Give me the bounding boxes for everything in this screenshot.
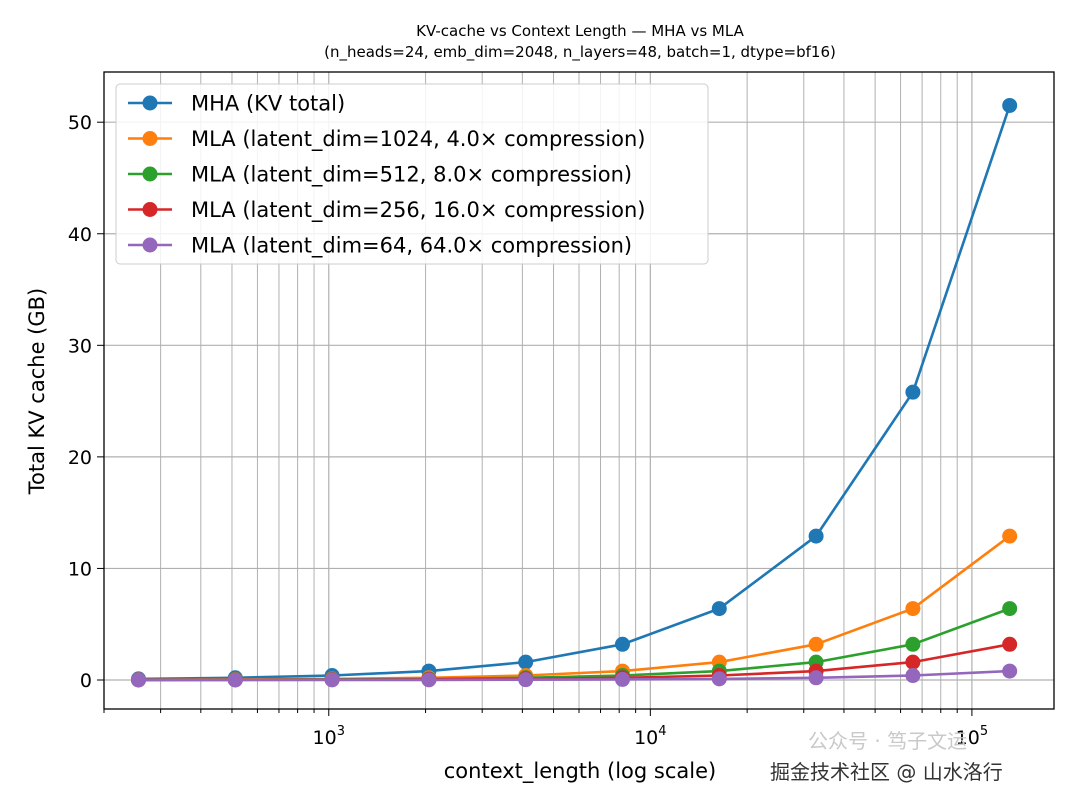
legend: MHA (KV total) MLA (latent_dim=1024, 4.0×…	[115, 83, 709, 265]
y-axis-label: Total KV cache (GB)	[25, 288, 49, 495]
legend-label: MHA (KV total)	[191, 92, 345, 116]
data-point	[808, 528, 824, 544]
y-tick-label: 30	[68, 335, 92, 357]
chart-title: KV-cache vs Context Length — MHA vs MLA	[416, 22, 744, 40]
data-point	[905, 654, 921, 670]
y-tick-label: 40	[68, 224, 92, 246]
series-line	[138, 669, 1010, 682]
series-layer	[130, 97, 1018, 688]
legend-label: MLA (latent_dim=64, 64.0× compression)	[191, 234, 632, 259]
data-point	[614, 671, 630, 687]
data-point	[808, 636, 824, 652]
data-point	[1002, 97, 1018, 113]
chart-subtitle: (n_heads=24, emb_dim=2048, n_layers=48, …	[324, 43, 836, 62]
y-tick-label: 50	[68, 112, 92, 134]
y-tick-label: 10	[68, 558, 92, 580]
legend-marker	[142, 131, 158, 146]
data-point	[905, 384, 921, 400]
data-point	[227, 672, 243, 688]
data-point	[1002, 663, 1018, 679]
data-point	[1002, 601, 1018, 617]
data-point	[1002, 636, 1018, 652]
data-point	[614, 636, 630, 652]
x-axis-label: context_length (log scale)	[444, 759, 716, 784]
data-point	[711, 601, 727, 617]
data-point	[324, 672, 340, 688]
watermark: 公众号 · 笃子文运 掘金技术社区 @ 山水洛行	[770, 729, 1003, 784]
data-point	[905, 601, 921, 617]
legend-box	[115, 83, 709, 265]
y-tick-label: 20	[68, 447, 92, 469]
data-point	[518, 654, 534, 670]
data-point	[518, 672, 534, 688]
watermark-line2: 掘金技术社区 @ 山水洛行	[770, 760, 1003, 784]
data-point	[711, 671, 727, 687]
ticks: 0 10 20 30 40 50 103 104 105	[68, 112, 988, 749]
data-point	[1002, 528, 1018, 544]
y-tick-label: 0	[80, 670, 92, 692]
legend-marker	[142, 95, 158, 111]
legend-marker	[142, 237, 158, 253]
legend-label: MLA (latent_dim=512, 8.0× compression)	[191, 163, 632, 188]
series-4	[130, 663, 1018, 688]
x-tick-label: 103	[313, 724, 345, 749]
data-point	[808, 670, 824, 686]
data-point	[905, 636, 921, 652]
legend-marker	[142, 202, 158, 217]
legend-label: MLA (latent_dim=256, 16.0× compression)	[191, 198, 645, 223]
legend-marker	[142, 166, 158, 182]
data-point	[130, 672, 146, 688]
data-point	[905, 668, 921, 684]
data-point	[421, 672, 437, 688]
legend-label: MLA (latent_dim=1024, 4.0× compression)	[191, 127, 645, 152]
x-tick-label: 104	[634, 724, 666, 749]
watermark-line1: 公众号 · 笃子文运	[808, 729, 967, 753]
series-line	[138, 105, 1011, 681]
x-tick-label: 105	[956, 724, 988, 749]
